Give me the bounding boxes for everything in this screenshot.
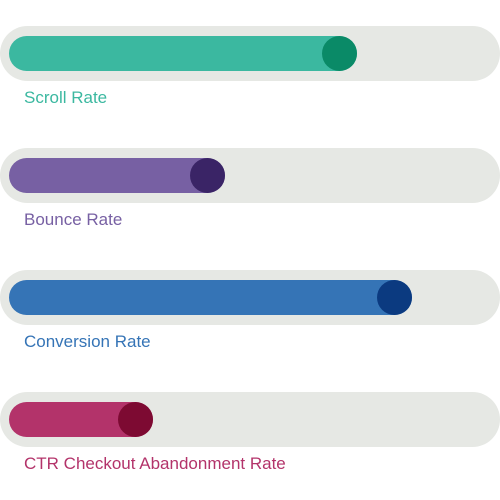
progress-track <box>0 392 500 447</box>
progress-fill <box>9 158 225 193</box>
bounce-rate-metric: Bounce Rate <box>0 148 500 248</box>
metric-label: Conversion Rate <box>24 332 151 351</box>
metric-label: Scroll Rate <box>24 88 108 107</box>
progress-knob <box>377 280 412 315</box>
progress-knob <box>190 158 225 193</box>
progress-fill <box>9 402 153 437</box>
metric-label: Bounce Rate <box>24 210 123 229</box>
progress-track <box>0 26 500 81</box>
metric-label: CTR Checkout Abandonment Rate <box>24 454 286 473</box>
progress-track <box>0 148 500 203</box>
scroll-rate-metric: Scroll Rate <box>0 26 500 126</box>
progress-knob <box>118 402 153 437</box>
progress-fill <box>9 36 357 71</box>
progress-fill <box>9 280 412 315</box>
progress-knob <box>322 36 357 71</box>
conversion-rate-metric: Conversion Rate <box>0 270 500 370</box>
progress-track <box>0 270 500 325</box>
ctr-checkout-abandonment-rate-metric: CTR Checkout Abandonment Rate <box>0 392 500 492</box>
